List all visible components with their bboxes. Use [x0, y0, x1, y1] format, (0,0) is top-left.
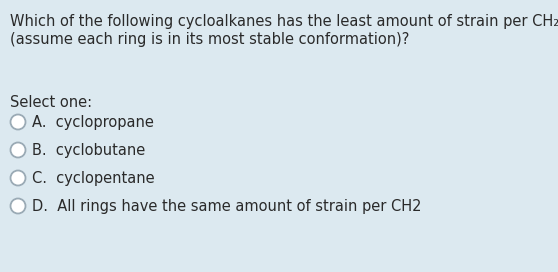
Text: Select one:: Select one: [10, 95, 92, 110]
Text: (assume each ring is in its most stable conformation)?: (assume each ring is in its most stable … [10, 32, 410, 47]
Text: C.  cyclopentane: C. cyclopentane [32, 171, 155, 186]
Text: B.  cyclobutane: B. cyclobutane [32, 143, 145, 158]
Text: D.  All rings have the same amount of strain per CH2: D. All rings have the same amount of str… [32, 199, 421, 214]
Circle shape [11, 171, 26, 186]
Circle shape [11, 199, 26, 214]
Circle shape [11, 143, 26, 157]
Circle shape [11, 115, 26, 129]
Text: A.  cyclopropane: A. cyclopropane [32, 115, 154, 130]
Text: Which of the following cycloalkanes has the least amount of strain per CH₂: Which of the following cycloalkanes has … [10, 14, 558, 29]
